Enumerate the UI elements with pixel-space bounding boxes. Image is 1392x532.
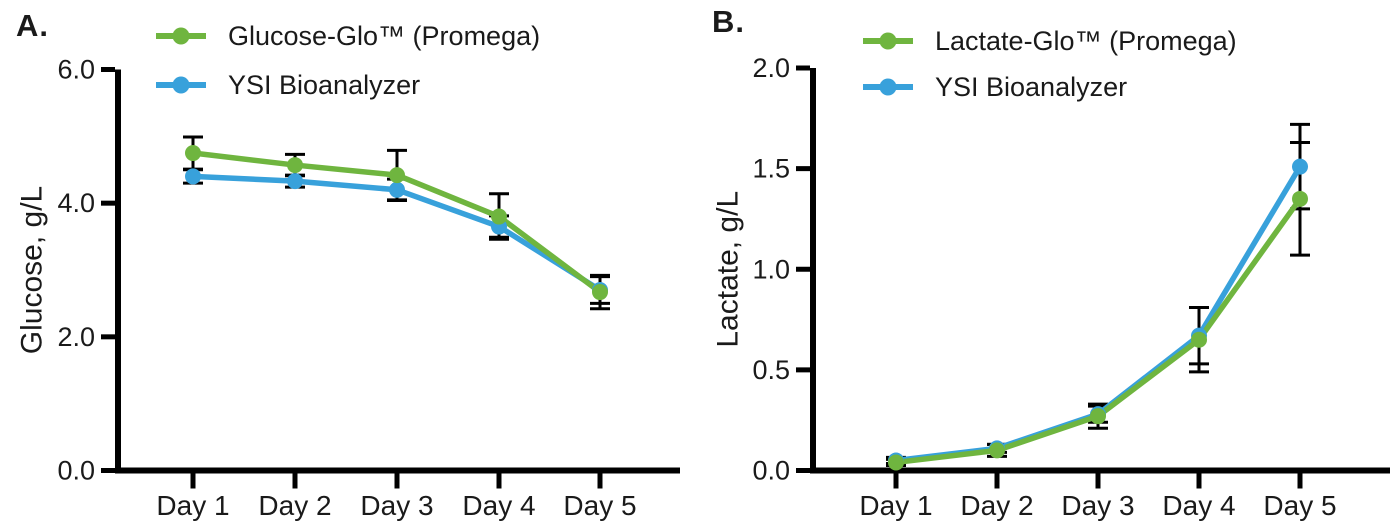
y-tick-label: 4.0 [57,188,95,218]
x-tick-label: Day 3 [1061,490,1134,521]
data-point-marker [1191,331,1207,348]
legend-line-marker-sample [156,76,206,94]
y-tick-label: 6.0 [57,55,95,85]
y-tick-label: 0.0 [57,456,95,486]
y-tick-label: 0.0 [752,456,790,486]
data-point-marker [185,145,201,162]
data-point-marker [1292,158,1308,175]
data-point-marker [592,284,608,301]
legend-item-lactate-glo: Lactate-Glo™ (Promega) [862,26,1237,56]
legend-label-ysi-bioanalyzer: YSI Bioanalyzer [228,69,421,100]
legend-item-ysi-bioanalyzer: YSI Bioanalyzer [155,70,540,100]
panel-a-legend: Glucose-Glo™ (Promega) YSI Bioanalyzer [155,21,540,100]
data-point-marker [185,168,201,185]
x-tick-label: Day 3 [360,490,433,521]
y-tick-label: 2.0 [752,53,790,83]
legend-item-glucose-glo: Glucose-Glo™ (Promega) [155,21,540,51]
x-tick-label: Day 2 [960,490,1033,521]
y-tick-label: 1.5 [752,154,790,184]
legend-line-marker-sample [863,32,913,50]
data-point-marker [287,173,303,190]
x-tick-label: Day 1 [859,490,932,521]
y-tick-label: 0.5 [752,355,790,385]
panel-b-legend: Lactate-Glo™ (Promega) YSI Bioanalyzer [862,26,1237,102]
data-point-marker [1292,190,1308,207]
legend-label-glucose-glo: Glucose-Glo™ (Promega) [228,20,541,51]
legend-label-ysi-bioanalyzer: YSI Bioanalyzer [935,71,1128,102]
legend-item-ysi-bioanalyzer: YSI Bioanalyzer [862,72,1237,102]
data-point-marker [888,454,904,471]
x-tick-label: Day 2 [258,490,331,521]
legend-line-marker-sample [863,78,913,96]
x-tick-label: Day 5 [1263,490,1336,521]
y-axis-title: Glucose, g/L [16,186,49,354]
legend-line-marker-sample [156,27,206,45]
legend-label-lactate-glo: Lactate-Glo™ (Promega) [935,25,1237,56]
data-point-marker [389,181,405,198]
data-point-marker [389,167,405,184]
panel-b-plot: 0.0 0.5 1.0 1.5 2.0 Day 1 Day 2 Day 3 Day 4 Day 5… [712,53,1390,521]
y-axis-title: Lactate, g/L [712,191,745,348]
panel-a-plot: 0.0 2.0 4.0 6.0 Day 1 Day 2 Day 3 Day 4 Day 5 Glu… [16,55,680,521]
y-tick-label: 2.0 [57,322,95,352]
data-point-marker [287,157,303,174]
data-point-marker [491,208,507,225]
panel-b-label: B. [712,4,745,39]
y-tick-label: 1.0 [752,254,790,284]
x-tick-label: Day 5 [563,490,636,521]
x-tick-label: Day 4 [1162,490,1235,521]
x-tick-label: Day 1 [156,490,229,521]
data-point-marker [989,442,1005,459]
data-point-marker [1090,408,1106,425]
panel-a-label: A. [16,8,49,43]
x-tick-label: Day 4 [462,490,535,521]
